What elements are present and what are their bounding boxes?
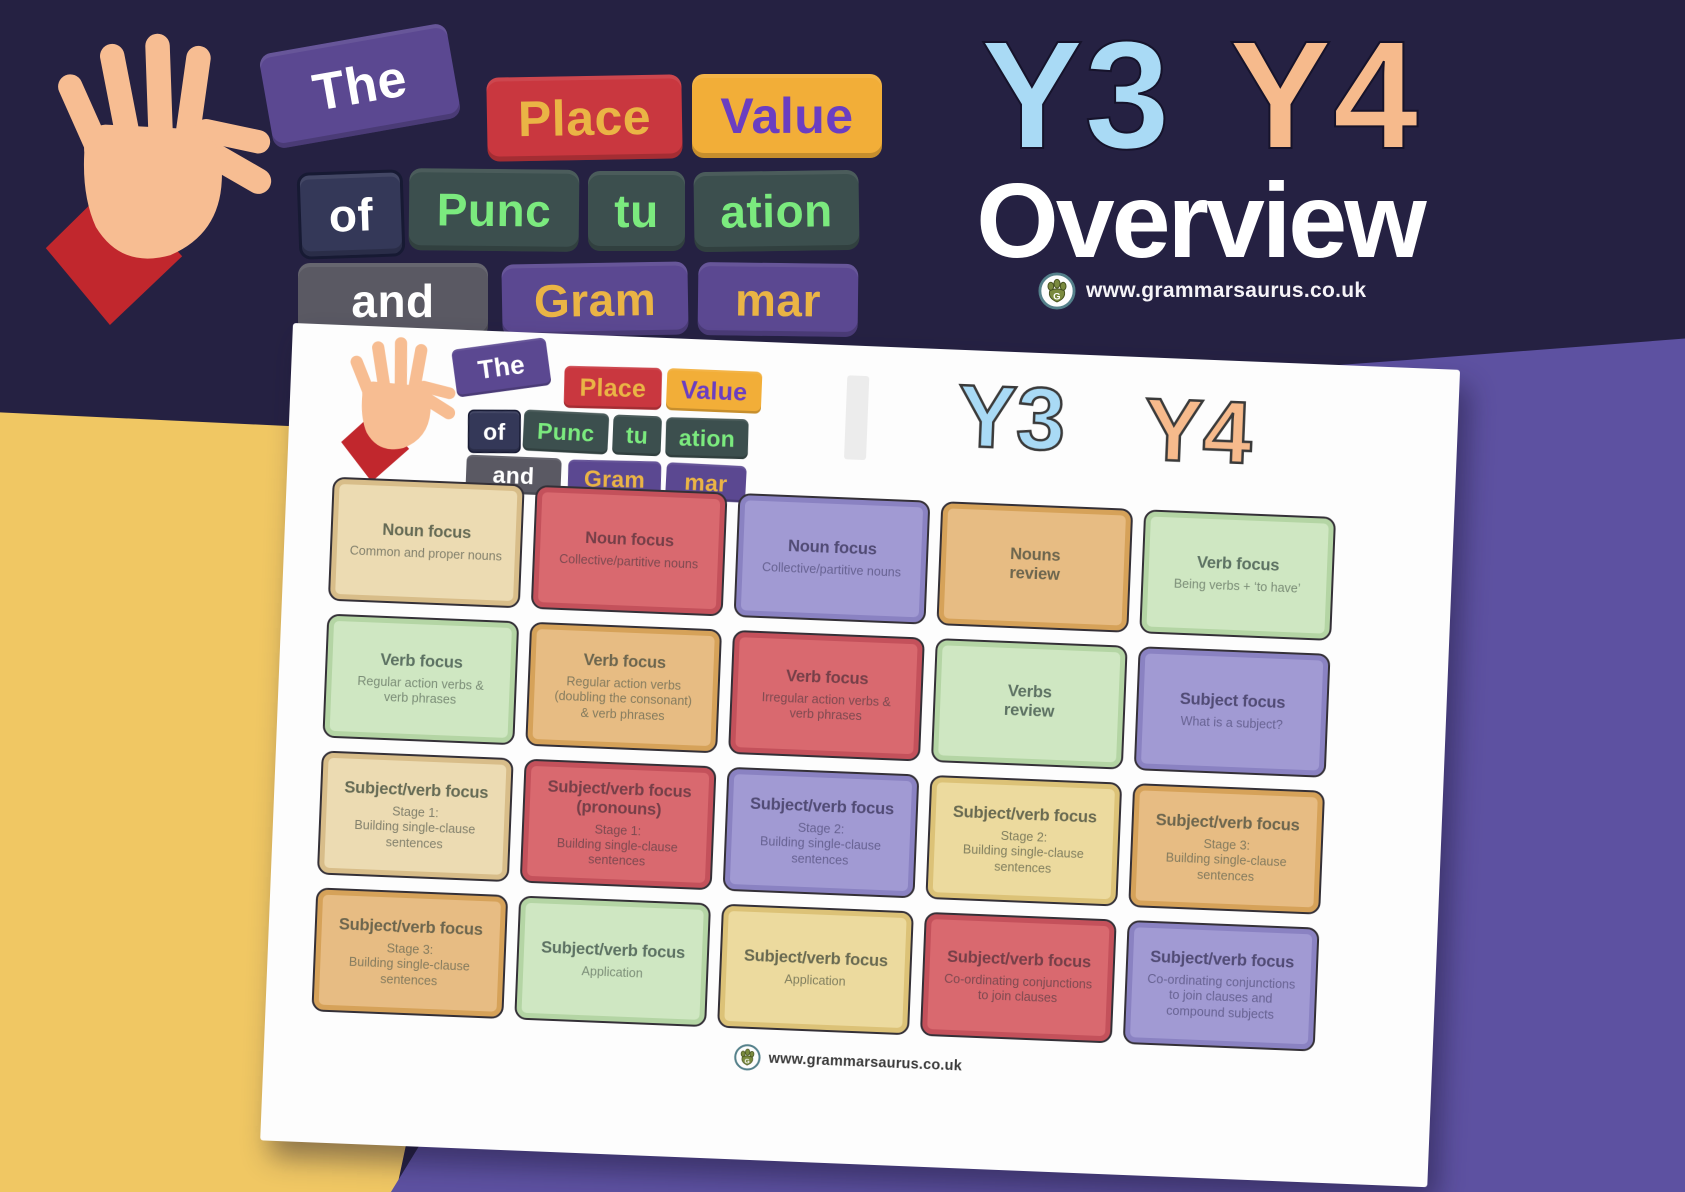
topic-card-subtitle: Stage 2: Building single-clause sentence… xyxy=(962,828,1085,876)
topic-card-title: Subject/verb focus xyxy=(540,938,686,963)
topic-card-subtitle: Stage 1: Building single-clause sentence… xyxy=(556,822,678,869)
logo-tile-value: Value xyxy=(692,74,882,158)
website-url: www.grammarsaurus.co.uk xyxy=(768,1050,963,1074)
topic-card-subtitle: Co-ordinating conjunctions to join claus… xyxy=(1147,971,1296,1022)
topic-card: Subject/verb focus Stage 3: Building sing… xyxy=(311,887,509,1019)
topic-card-subtitle: Stage 3: Building single-clause sentence… xyxy=(1165,837,1287,884)
year-y3-label: Y3 xyxy=(980,9,1171,181)
topic-card: Subject/verb focus Application xyxy=(514,895,712,1028)
poster-divider-bar xyxy=(843,375,870,461)
website-url: www.grammarsaurus.co.uk xyxy=(1086,279,1367,302)
topic-card-title: Subject/verb focus xyxy=(946,947,1092,972)
topic-card-title: Noun focus xyxy=(382,521,472,543)
topic-card-subtitle: Irregular action verbs & verb phrases xyxy=(761,689,892,724)
logo-tile-ation: ation xyxy=(693,169,860,253)
topic-card: Noun focus Collective/partitive nouns xyxy=(733,493,931,625)
topic-card: Nouns review xyxy=(936,501,1134,633)
topic-card-title: Verbs review xyxy=(1003,681,1055,721)
topic-card: Verb focus Being verbs + ‘to have’ xyxy=(1139,509,1337,641)
topic-card: Subject focus What is a subject? xyxy=(1133,646,1331,778)
topic-card: Verb focus Regular action verbs & verb ph… xyxy=(322,613,520,746)
poster-year-y3-label: Y3 xyxy=(955,365,1069,471)
logo-tile-of: of xyxy=(467,409,521,454)
topic-card-subtitle: What is a subject? xyxy=(1180,714,1283,733)
topic-card-title: Subject/verb focus xyxy=(952,803,1098,827)
topic-card: Verb focus Regular action verbs (doubling… xyxy=(525,621,723,754)
topic-card-title: Verb focus xyxy=(785,666,869,689)
logo-tile-punc: Punc xyxy=(522,409,610,455)
topic-card-title: Subject/verb focus xyxy=(1155,811,1301,835)
topic-card: Subject/verb focus Stage 1: Building sing… xyxy=(316,750,514,883)
year-groups-title: Y3 Y4 xyxy=(930,17,1470,173)
topic-card-subtitle: Co-ordinating conjunctions to join claus… xyxy=(943,971,1093,1006)
topic-card-title: Subject/verb focus xyxy=(344,778,489,803)
topic-card: Subject/verb focus Stage 2: Building sing… xyxy=(722,766,920,899)
topic-card: Verb focus Irregular action verbs & verb … xyxy=(728,629,925,762)
topic-card: Subject/verb focus Co-ordinating conjunct… xyxy=(1122,919,1320,1052)
website-row: www.grammarsaurus.co.uk xyxy=(1038,272,1366,310)
grammarsaurus-logo-icon xyxy=(1038,272,1076,310)
logo-tile-mar: mar xyxy=(697,262,859,337)
topic-card-subtitle: Application xyxy=(581,964,644,981)
topic-card: Subject/verb focus (pronouns) Stage 1: Bu… xyxy=(519,758,717,891)
topic-card-title: Verb focus xyxy=(380,650,464,672)
topic-card-subtitle: Collective/partitive nouns xyxy=(558,552,699,572)
topic-card: Noun focus Common and proper nouns xyxy=(327,476,525,609)
topic-card-title: Verb focus xyxy=(583,651,667,673)
topic-card-title: Subject/verb focus xyxy=(1149,948,1295,972)
brand-logo: The Place Value of Punc tu ation and Gra… xyxy=(40,22,890,350)
topic-card-subtitle: Regular action verbs (doubling the conso… xyxy=(554,674,693,723)
logo-tile-place: Place xyxy=(563,365,663,410)
topic-card-title: Subject/verb focus xyxy=(338,915,484,940)
topic-card-subtitle: Being verbs + ‘to have’ xyxy=(1173,576,1301,597)
logo-tile-of: of xyxy=(296,169,406,260)
poster-year-y4-label: Y4 xyxy=(1141,378,1255,484)
logo-tile-place: Place xyxy=(486,74,683,162)
topic-card-subtitle: Stage 2: Building single-clause sentence… xyxy=(759,820,882,868)
topic-card-subtitle: Common and proper nouns xyxy=(349,543,503,564)
logo-tile-tu: tu xyxy=(588,171,685,251)
topic-card-title: Subject/verb focus xyxy=(743,947,889,971)
logo-tile-punc: Punc xyxy=(408,168,580,252)
overview-title: Overview xyxy=(976,162,1426,280)
topic-card: Subject/verb focus Stage 2: Building sing… xyxy=(925,774,1123,907)
topic-card-subtitle: Stage 1: Building single-clause sentence… xyxy=(354,804,476,852)
topic-card-subtitle: Collective/partitive nouns xyxy=(761,560,902,580)
topic-card: Verbs review xyxy=(930,638,1128,770)
topic-grid: Noun focus Common and proper nouns Noun f… xyxy=(311,476,1337,1052)
topic-card-title: Nouns review xyxy=(1009,544,1061,584)
topic-card-title: Noun focus xyxy=(787,537,878,559)
topic-card-subtitle: Regular action verbs & verb phrases xyxy=(357,673,485,707)
logo-tile-tu: tu xyxy=(611,414,663,457)
logo-tile-ation: ation xyxy=(665,417,749,460)
topic-card-title: Noun focus xyxy=(584,529,675,551)
topic-card-title: Subject/verb focus xyxy=(749,794,895,819)
topic-card-title: Verb focus xyxy=(1196,553,1280,576)
logo-tile-gram: Gram xyxy=(501,261,689,338)
topic-card-subtitle: Application xyxy=(784,972,846,990)
topic-card-title: Subject focus xyxy=(1179,690,1286,713)
year-y4-label: Y4 xyxy=(1228,9,1420,181)
topic-card: Subject/verb focus Stage 3: Building sing… xyxy=(1128,783,1326,915)
topic-card-subtitle: Stage 3: Building single-clause sentence… xyxy=(348,941,471,988)
overview-poster: The Place Value of Punc tu ation and Gra… xyxy=(260,323,1461,1188)
topic-card-title: Subject/verb focus (pronouns) xyxy=(547,777,692,819)
topic-card: Subject/verb focus Co-ordinating conjunct… xyxy=(919,911,1117,1044)
topic-card: Noun focus Collective/partitive nouns xyxy=(530,484,728,617)
grammarsaurus-logo-icon xyxy=(733,1043,761,1071)
topic-card: Subject/verb focus Application xyxy=(717,903,914,1036)
logo-tile-value: Value xyxy=(665,368,763,414)
